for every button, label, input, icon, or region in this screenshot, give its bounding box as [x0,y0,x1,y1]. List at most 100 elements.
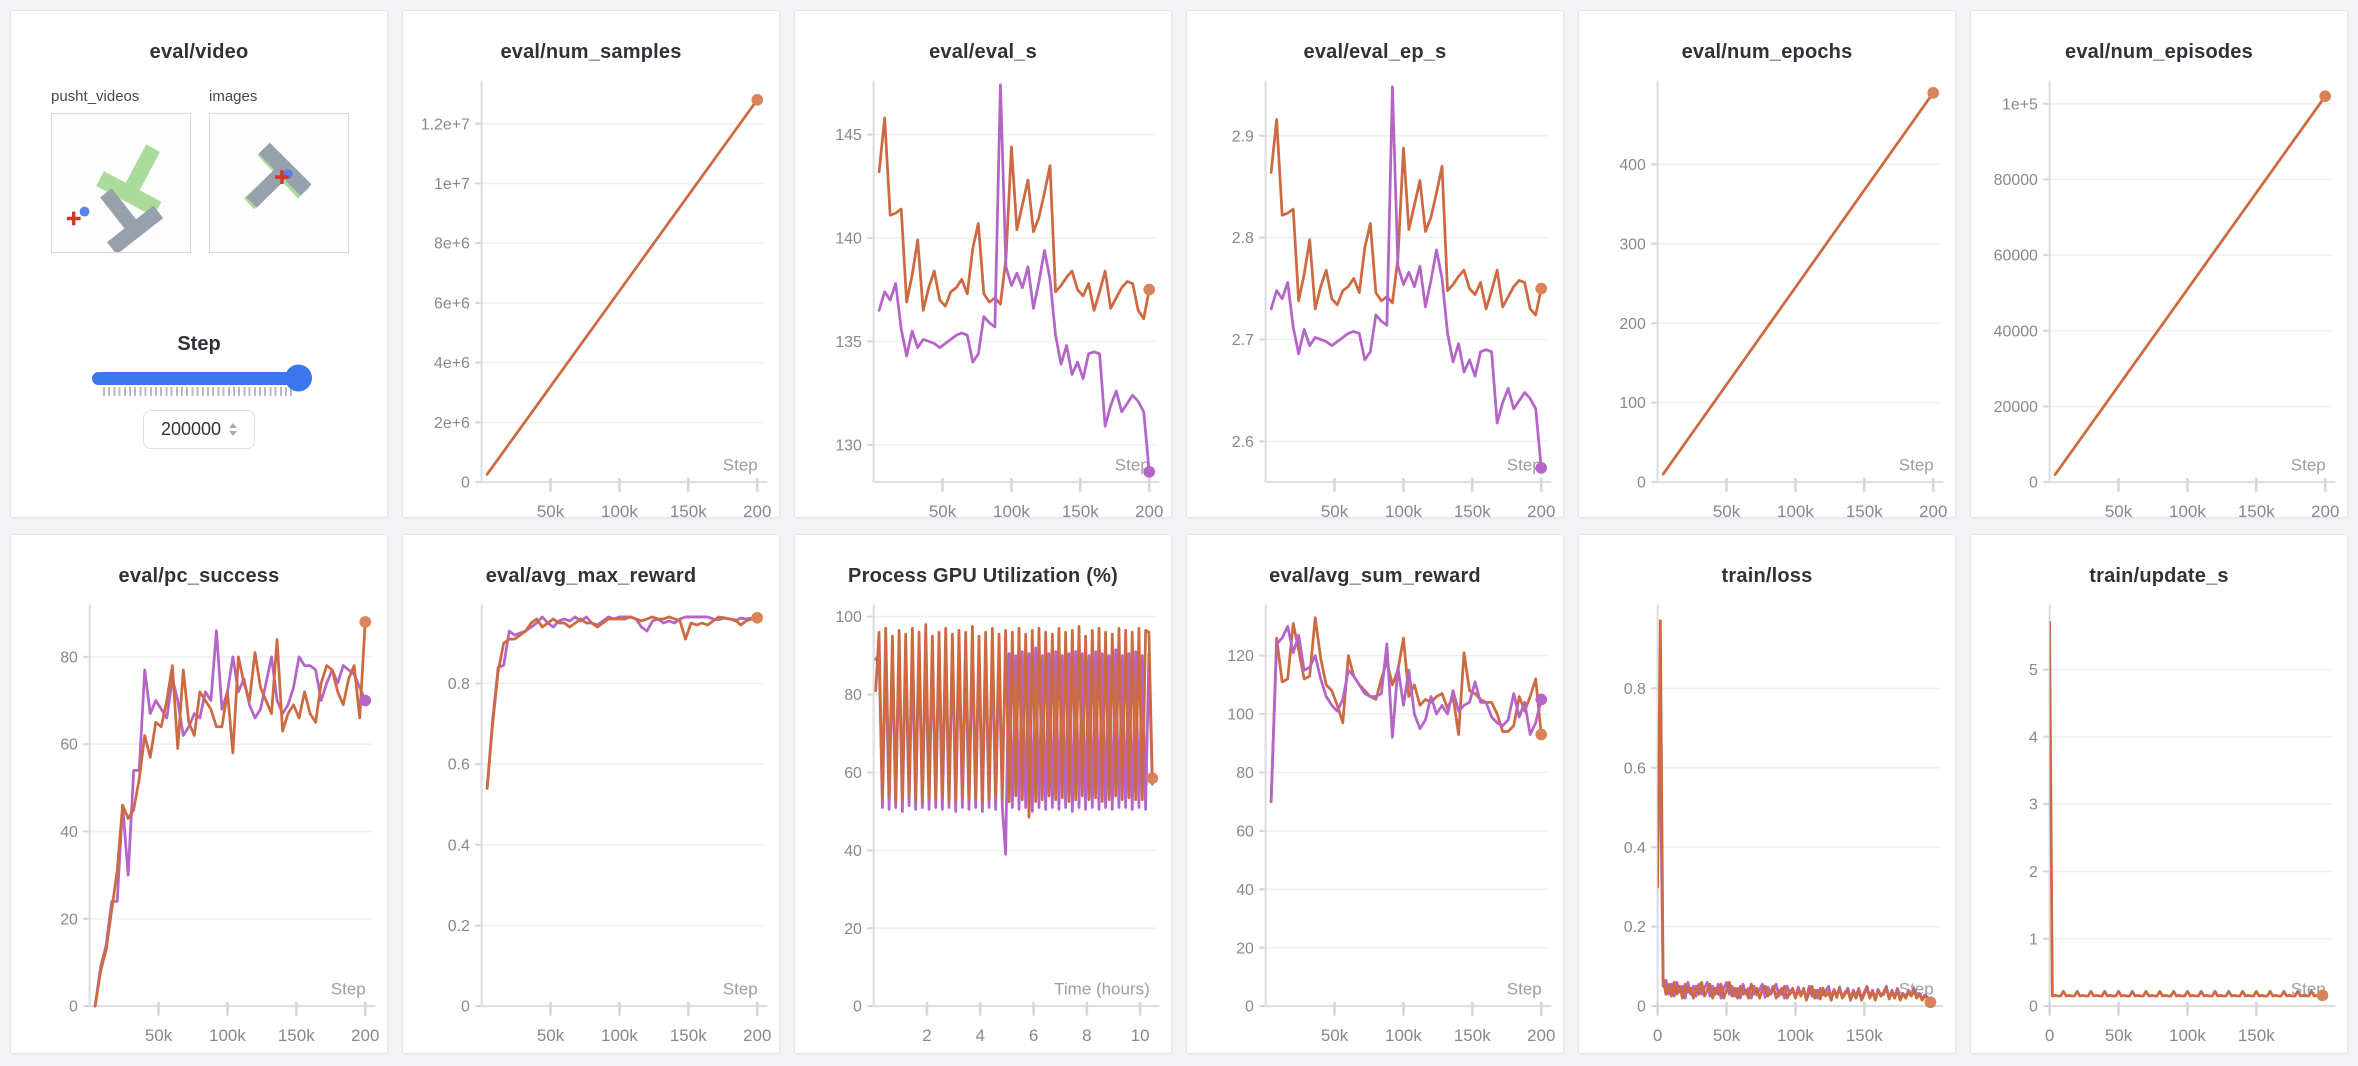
svg-text:200: 200 [1527,502,1555,518]
svg-text:140: 140 [835,231,862,248]
svg-text:Step: Step [723,979,758,998]
line-chart[interactable]: 0 0.2 0.4 0.6 0.8 0 50k 100k 150k Step [1579,594,1955,1053]
svg-text:50k: 50k [1713,1026,1741,1045]
svg-text:100k: 100k [2169,1026,2206,1045]
svg-text:200: 200 [1919,502,1947,518]
svg-text:40: 40 [844,843,862,860]
slider-tick-marks [103,387,295,396]
svg-text:0: 0 [1637,475,1646,492]
svg-text:100k: 100k [209,1026,246,1045]
step-slider[interactable] [92,364,312,392]
svg-text:50k: 50k [1713,502,1741,518]
chart-title: train/update_s [2089,565,2229,587]
line-chart[interactable]: 0 2e+6 4e+6 6e+6 8e+6 1e+7 1.2e+7 50k 100k 150k 20… [403,70,779,518]
svg-text:50k: 50k [1321,1026,1349,1045]
svg-text:120: 120 [1227,648,1254,665]
end-point-dot [1143,465,1156,478]
svg-text:0: 0 [461,475,470,492]
svg-text:100: 100 [835,609,862,626]
svg-text:150k: 150k [278,1026,315,1045]
series-run-purple [93,629,367,1008]
svg-text:0.4: 0.4 [448,837,470,854]
line-chart[interactable]: 0 100 200 300 400 50k 100k 150k 200 Step [1579,70,1955,518]
line-chart[interactable]: 0 0.2 0.4 0.6 0.8 50k 100k 150k 200 Step [403,594,779,1053]
svg-text:150k: 150k [2238,1026,2275,1045]
chart-title: eval/eval_s [929,41,1037,63]
goal-cross [275,170,289,184]
panel-eval-num-episodes: eval/num_episodes 0 20000 40000 60000 80000 1… [1970,10,2348,518]
svg-text:60: 60 [844,765,862,782]
images-thumbnail[interactable] [209,113,349,253]
svg-text:0: 0 [1637,999,1646,1016]
end-point-dot [751,611,764,624]
svg-text:150k: 150k [1062,502,1099,518]
panel-eval-avg-sum-reward: eval/avg_sum_reward 0 20 40 60 80 100 120 50k 10… [1186,534,1564,1054]
panel-process-gpu-utilization: Process GPU Utilization (%) 0 20 40 60 80 100… [794,534,1172,1054]
svg-text:8: 8 [1082,1026,1091,1045]
step-slider-label: Step [177,333,221,355]
green-t-shape [96,144,162,217]
svg-text:80000: 80000 [1994,172,2038,189]
svg-text:0.8: 0.8 [448,676,470,693]
svg-text:50k: 50k [1321,502,1349,518]
svg-text:20: 20 [60,911,78,928]
stepper-up-icon[interactable] [229,423,238,428]
line-chart[interactable]: 0 20 40 60 80 100 2 4 6 8 10 Time (hours) [795,594,1171,1053]
end-point-dot [1535,728,1548,741]
images-scene-image [243,142,312,210]
line-chart[interactable]: 2.6 2.7 2.8 2.9 50k 100k 150k 200 Step [1187,70,1563,518]
series-run-purple [1269,85,1543,470]
stepper-down-icon[interactable] [229,431,238,436]
svg-text:0: 0 [69,999,78,1016]
panel-train-loss: train/loss 0 0.2 0.4 0.6 0.8 0 50k 100k 150k Step [1578,534,1956,1054]
svg-text:2.8: 2.8 [1232,230,1254,247]
svg-text:200: 200 [1619,316,1646,333]
svg-text:0.4: 0.4 [1624,840,1646,857]
svg-text:100k: 100k [601,1026,638,1045]
line-chart[interactable]: 0 1 2 3 4 5 0 50k 100k 150k Step [1971,594,2347,1053]
series-run-orange [2053,94,2327,476]
step-input-value[interactable]: 200000 [160,419,222,439]
svg-text:150k: 150k [670,502,707,518]
line-chart[interactable]: 0 20000 40000 60000 80000 1e+5 50k 100k 150k 200 S… [1971,70,2347,518]
panel-eval-avg-max-reward: eval/avg_max_reward 0 0.2 0.4 0.6 0.8 50k 100k… [402,534,780,1054]
svg-text:80: 80 [60,649,78,666]
svg-text:4e+6: 4e+6 [434,355,470,372]
slider-thumb[interactable] [285,364,312,392]
chart-title: train/loss [1721,565,1813,587]
end-point-dot [2319,90,2332,103]
svg-text:150k: 150k [2238,502,2275,518]
svg-text:100k: 100k [601,502,638,518]
series-run-orange [877,116,1151,321]
svg-text:1e+5: 1e+5 [2002,96,2038,113]
svg-text:Step: Step [1899,455,1934,474]
svg-text:200: 200 [1527,1026,1555,1045]
end-point-dot [1146,772,1159,785]
svg-text:60: 60 [60,737,78,754]
slider-track[interactable] [92,372,306,385]
end-point-dot [1535,693,1548,706]
series-run-orange [93,620,367,1008]
svg-text:50k: 50k [2105,502,2133,518]
svg-text:2.7: 2.7 [1232,332,1254,349]
chart-title: eval/pc_success [118,565,280,587]
chart-title: eval/num_samples [500,41,682,63]
svg-text:1.2e+7: 1.2e+7 [421,116,470,133]
svg-text:150k: 150k [670,1026,707,1045]
svg-text:0.8: 0.8 [1624,681,1646,698]
panel-eval-pc-success: eval/pc_success 0 20 40 60 80 50k 100k 150k 200 S… [10,534,388,1054]
chart-title: eval/num_epochs [1681,41,1853,63]
svg-text:130: 130 [835,437,862,454]
step-input-stepper[interactable] [229,423,238,436]
panel-eval-num-samples: eval/num_samples 0 2e+6 4e+6 6e+6 8e+6 1e+7 1.… [402,10,780,518]
line-chart[interactable]: 0 20 40 60 80 50k 100k 150k 200 Step [11,594,387,1053]
panel-eval-eval-ep-s: eval/eval_ep_s 2.6 2.7 2.8 2.9 50k 100k 150k 20… [1186,10,1564,518]
line-chart[interactable]: 130 135 140 145 50k 100k 150k 200 Step [795,70,1171,518]
pusht-video-thumbnail[interactable] [51,113,191,255]
line-chart[interactable]: 0 20 40 60 80 100 120 50k 100k 150k 200 Step [1187,594,1563,1053]
panel-title: eval/video [149,41,249,63]
svg-text:80: 80 [1236,765,1254,782]
step-input[interactable]: 200000 [143,410,255,449]
svg-text:150k: 150k [1846,502,1883,518]
svg-text:3: 3 [2029,797,2038,814]
